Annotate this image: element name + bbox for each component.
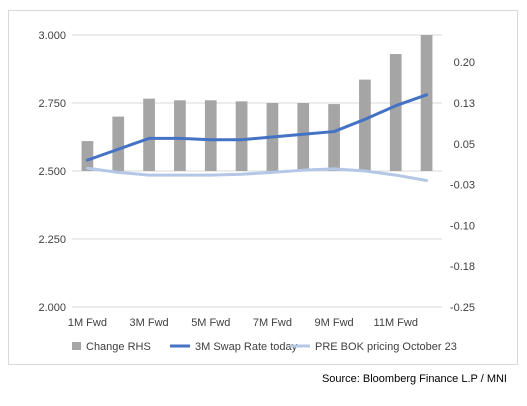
- bar: [420, 35, 433, 171]
- left-tick-label: 3.000: [38, 30, 66, 42]
- right-tick-label: -0.10: [450, 220, 475, 232]
- left-tick-label: 2.750: [38, 98, 66, 110]
- bar: [81, 141, 94, 171]
- bar: [204, 100, 217, 171]
- x-tick-label: 5M Fwd: [191, 317, 230, 329]
- right-tick-label: -0.03: [450, 180, 475, 192]
- axis-labels: 2.000 2.250 2.500 2.750 3.000 -0.25 -0.18 -0.10…: [38, 30, 475, 329]
- bar: [328, 104, 340, 171]
- bar: [143, 98, 155, 171]
- x-tick-label: 3M Fwd: [130, 317, 169, 329]
- legend: Change RHS 3M Swap Rate today PRE BOK pric…: [72, 341, 457, 353]
- right-tick-label: -0.25: [450, 302, 475, 314]
- x-tick-label: 1M Fwd: [68, 317, 107, 329]
- bar: [359, 79, 371, 171]
- line-series: [85, 93, 429, 183]
- gridlines: [72, 34, 442, 308]
- right-tick-label: -0.18: [450, 261, 475, 273]
- left-tick-label: 2.000: [38, 302, 66, 314]
- left-tick-label: 2.250: [38, 234, 66, 246]
- legend-swatch: [72, 342, 81, 350]
- chart-frame: [8, 10, 518, 365]
- series-line: [85, 93, 429, 162]
- bar: [235, 101, 248, 171]
- bar: [174, 100, 186, 171]
- legend-label: PRE BOK pricing October 23: [315, 341, 457, 353]
- legend-label: Change RHS: [86, 341, 151, 353]
- legend-label: 3M Swap Rate today: [195, 341, 298, 353]
- right-tick-label: 0.05: [454, 139, 475, 151]
- x-tick-label: 9M Fwd: [315, 317, 354, 329]
- right-tick-label: 0.20: [454, 57, 475, 69]
- bar: [297, 103, 310, 171]
- x-tick-label: 11M Fwd: [374, 317, 418, 329]
- bar: [389, 54, 402, 171]
- source-note: Source: Bloomberg Finance L.P / MNI: [321, 373, 507, 385]
- x-tick-label: 7M Fwd: [253, 317, 292, 329]
- series-line: [85, 166, 429, 183]
- left-tick-label: 2.500: [38, 166, 66, 178]
- right-tick-label: 0.13: [454, 98, 475, 110]
- bar: [112, 116, 125, 171]
